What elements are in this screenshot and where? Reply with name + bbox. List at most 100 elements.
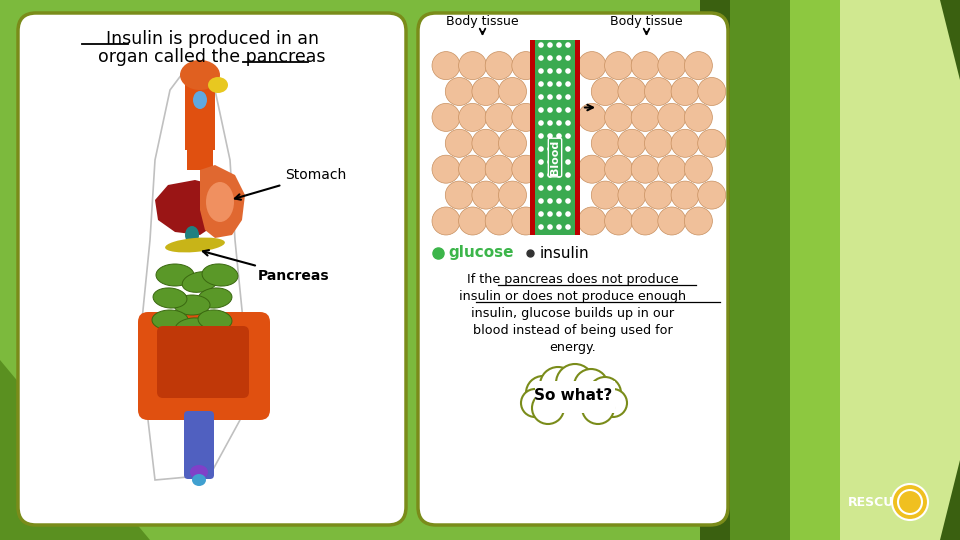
Circle shape (698, 129, 726, 157)
Circle shape (671, 129, 699, 157)
Circle shape (556, 120, 562, 126)
Text: Blood: Blood (550, 140, 560, 175)
Circle shape (556, 159, 562, 165)
Circle shape (556, 55, 562, 61)
Circle shape (578, 52, 606, 79)
Ellipse shape (175, 318, 211, 338)
Text: insulin or does not produce enough: insulin or does not produce enough (460, 290, 686, 303)
Circle shape (539, 224, 543, 230)
Circle shape (565, 120, 571, 126)
Circle shape (556, 68, 562, 74)
Circle shape (547, 94, 553, 100)
Circle shape (547, 211, 553, 217)
FancyBboxPatch shape (18, 13, 406, 525)
Circle shape (459, 52, 487, 79)
Circle shape (605, 207, 633, 235)
Circle shape (547, 68, 553, 74)
Polygon shape (0, 360, 150, 540)
Circle shape (539, 81, 543, 87)
Circle shape (582, 392, 614, 424)
Circle shape (565, 55, 571, 61)
Circle shape (547, 42, 553, 48)
Ellipse shape (180, 60, 220, 90)
Text: insulin: insulin (540, 246, 589, 260)
Circle shape (565, 68, 571, 74)
Ellipse shape (174, 295, 210, 315)
Circle shape (591, 78, 619, 105)
Circle shape (658, 52, 685, 79)
Circle shape (632, 103, 660, 131)
Circle shape (591, 181, 619, 209)
Circle shape (540, 367, 576, 403)
Circle shape (472, 78, 500, 105)
FancyBboxPatch shape (138, 312, 270, 420)
Circle shape (547, 159, 553, 165)
Circle shape (445, 129, 473, 157)
Circle shape (565, 94, 571, 100)
Text: Stomach: Stomach (235, 168, 347, 200)
Circle shape (556, 185, 562, 191)
Circle shape (485, 52, 514, 79)
Ellipse shape (198, 288, 232, 308)
Circle shape (605, 52, 633, 79)
Circle shape (565, 224, 571, 230)
Circle shape (565, 198, 571, 204)
Circle shape (698, 78, 726, 105)
Circle shape (658, 207, 685, 235)
Circle shape (565, 146, 571, 152)
Circle shape (591, 129, 619, 157)
Text: Insulin is produced in an: Insulin is produced in an (106, 30, 319, 48)
Circle shape (658, 155, 685, 183)
Circle shape (698, 181, 726, 209)
Circle shape (547, 81, 553, 87)
Text: RESCUE: RESCUE (848, 496, 902, 509)
Ellipse shape (152, 310, 188, 330)
Ellipse shape (165, 238, 225, 252)
Circle shape (574, 369, 608, 403)
Circle shape (684, 207, 712, 235)
Ellipse shape (156, 264, 194, 286)
Circle shape (556, 224, 562, 230)
Circle shape (539, 120, 543, 126)
Circle shape (618, 129, 646, 157)
Bar (187, 70, 213, 170)
Ellipse shape (192, 474, 206, 486)
Circle shape (539, 68, 543, 74)
Circle shape (498, 181, 526, 209)
Circle shape (539, 55, 543, 61)
Circle shape (521, 389, 549, 417)
Circle shape (459, 155, 487, 183)
Circle shape (459, 103, 487, 131)
Circle shape (547, 146, 553, 152)
Text: insulin, glucose builds up in our: insulin, glucose builds up in our (471, 307, 675, 320)
Circle shape (684, 52, 712, 79)
Circle shape (589, 377, 621, 409)
Circle shape (605, 155, 633, 183)
Circle shape (599, 389, 627, 417)
Text: blood instead of being used for: blood instead of being used for (473, 324, 673, 337)
Circle shape (644, 181, 673, 209)
Circle shape (459, 207, 487, 235)
Polygon shape (790, 0, 960, 540)
Ellipse shape (202, 264, 238, 286)
Text: So what?: So what? (534, 388, 612, 402)
Ellipse shape (153, 288, 187, 308)
Ellipse shape (193, 91, 207, 109)
Circle shape (485, 207, 514, 235)
Ellipse shape (208, 77, 228, 93)
Text: energy.: energy. (550, 341, 596, 354)
Circle shape (512, 103, 540, 131)
Circle shape (512, 155, 540, 183)
Circle shape (556, 364, 594, 402)
Circle shape (547, 198, 553, 204)
Circle shape (671, 181, 699, 209)
Circle shape (539, 172, 543, 178)
Bar (535, 381, 615, 413)
FancyBboxPatch shape (184, 411, 214, 479)
Circle shape (532, 392, 564, 424)
Circle shape (565, 133, 571, 139)
Bar (575, 40, 580, 235)
Text: Body tissue: Body tissue (446, 15, 518, 28)
Circle shape (892, 484, 928, 520)
Circle shape (539, 198, 543, 204)
